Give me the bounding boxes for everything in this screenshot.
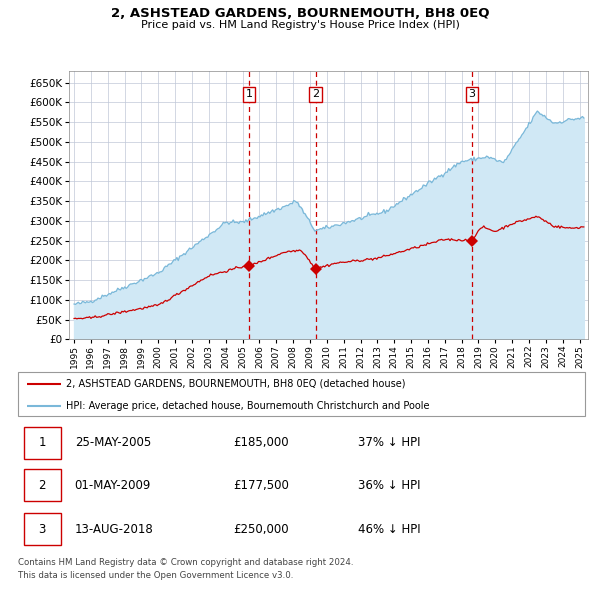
Text: 37% ↓ HPI: 37% ↓ HPI — [358, 436, 421, 450]
Text: 01-MAY-2009: 01-MAY-2009 — [75, 478, 151, 492]
Text: 1: 1 — [38, 436, 46, 450]
Text: £177,500: £177,500 — [233, 478, 289, 492]
Text: 3: 3 — [38, 523, 46, 536]
Text: 3: 3 — [469, 90, 476, 100]
Text: HPI: Average price, detached house, Bournemouth Christchurch and Poole: HPI: Average price, detached house, Bour… — [66, 401, 430, 411]
Text: 46% ↓ HPI: 46% ↓ HPI — [358, 523, 421, 536]
Text: 13-AUG-2018: 13-AUG-2018 — [75, 523, 154, 536]
Bar — [23, 470, 61, 501]
Text: £185,000: £185,000 — [233, 436, 289, 450]
Bar — [23, 513, 61, 545]
Text: 25-MAY-2005: 25-MAY-2005 — [75, 436, 151, 450]
Text: Price paid vs. HM Land Registry's House Price Index (HPI): Price paid vs. HM Land Registry's House … — [140, 20, 460, 30]
Text: Contains HM Land Registry data © Crown copyright and database right 2024.: Contains HM Land Registry data © Crown c… — [18, 558, 353, 566]
Text: 1: 1 — [245, 90, 253, 100]
Text: This data is licensed under the Open Government Licence v3.0.: This data is licensed under the Open Gov… — [18, 571, 293, 580]
Bar — [23, 427, 61, 458]
Text: 2, ASHSTEAD GARDENS, BOURNEMOUTH, BH8 0EQ: 2, ASHSTEAD GARDENS, BOURNEMOUTH, BH8 0E… — [111, 7, 489, 20]
Text: 2: 2 — [38, 478, 46, 492]
Text: £250,000: £250,000 — [233, 523, 289, 536]
Text: 2, ASHSTEAD GARDENS, BOURNEMOUTH, BH8 0EQ (detached house): 2, ASHSTEAD GARDENS, BOURNEMOUTH, BH8 0E… — [66, 379, 406, 389]
Text: 36% ↓ HPI: 36% ↓ HPI — [358, 478, 421, 492]
Text: 2: 2 — [312, 90, 319, 100]
